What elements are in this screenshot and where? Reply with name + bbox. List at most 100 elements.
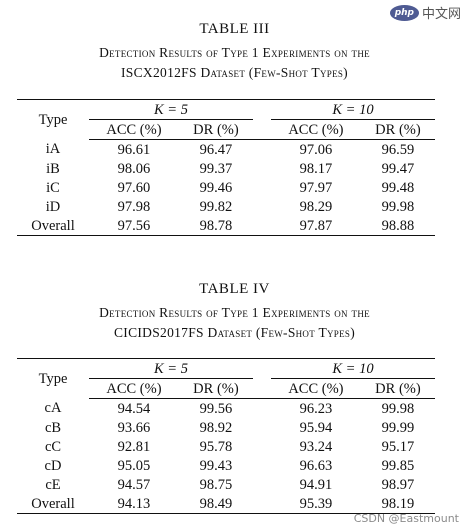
acc-k10-cell: 98.17 (299, 160, 333, 177)
table3-header-row-2: ACC (%) DR (%) ACC (%) DR (%) (17, 119, 435, 140)
table4-label: TABLE IV (199, 281, 270, 297)
row-type: cA (44, 400, 62, 417)
row-type: cE (45, 476, 61, 493)
table-row: Overall 97.56 98.78 97.87 98.88 (17, 216, 435, 236)
php-watermark: php 中文网 (389, 3, 461, 22)
table3-caption: Detection Results of Type 1 Experiments … (0, 43, 469, 83)
acc-k10-cell: 95.39 (270, 494, 361, 514)
acc-k5-cell: 96.61 (117, 141, 151, 158)
table4-caption: Detection Results of Type 1 Experiments … (0, 303, 469, 343)
dr-k5-cell: 98.78 (178, 216, 253, 236)
row-type: iA (45, 141, 61, 158)
dr-k5-cell: 98.49 (178, 494, 253, 514)
dr-k10-cell: 99.47 (381, 160, 415, 177)
table-row: cD 95.05 99.43 96.63 99.85 (17, 456, 435, 475)
acc-k10-cell: 98.29 (299, 198, 333, 215)
table4-acc10-header: ACC (%) (270, 378, 361, 399)
dr-k10-cell: 99.98 (381, 198, 415, 215)
acc-k5-cell: 94.57 (117, 476, 151, 493)
csdn-watermark: CSDN @Eastmount (353, 512, 459, 525)
row-type: cD (44, 457, 62, 474)
table3-title-block: TABLE III (0, 20, 469, 38)
acc-k5-cell: 92.81 (117, 438, 151, 455)
table-row: cE 94.57 98.75 94.91 98.97 (17, 475, 435, 494)
acc-k5-cell: 93.66 (117, 419, 151, 436)
dr-k10-cell: 99.48 (381, 179, 415, 196)
table3-type-header: Type (17, 99, 89, 140)
acc-k10-cell: 97.87 (270, 216, 361, 236)
table-row: cC 92.81 95.78 93.24 95.17 (17, 437, 435, 456)
acc-k10-cell: 97.06 (299, 141, 333, 158)
table3-dr5-header: DR (%) (178, 119, 253, 140)
table4: Type K = 5 K = 10 ACC (%) DR (%) ACC (%)… (17, 358, 435, 514)
dr-k10-cell: 99.99 (381, 419, 415, 436)
dr-k5-cell: 99.37 (199, 160, 233, 177)
row-type: Overall (17, 494, 89, 514)
table-row: iA 96.61 96.47 97.06 96.59 (17, 140, 435, 160)
row-type: iC (46, 179, 60, 196)
table3-label: TABLE III (199, 21, 270, 37)
table-row: iB 98.06 99.37 98.17 99.47 (17, 159, 435, 178)
acc-k5-cell: 98.06 (117, 160, 151, 177)
table4-type-header: Type (17, 358, 89, 399)
acc-k5-cell: 97.56 (89, 216, 179, 236)
table3-acc5-header: ACC (%) (89, 119, 179, 140)
table3-dataset: ISCX2012FS (121, 65, 197, 80)
acc-k10-cell: 96.23 (299, 400, 333, 417)
table-row: iC 97.60 99.46 97.97 99.48 (17, 178, 435, 197)
table-row: iD 97.98 99.82 98.29 99.98 (17, 197, 435, 216)
dr-k10-cell: 98.88 (360, 216, 435, 236)
dr-k10-cell: 95.17 (381, 438, 415, 455)
table3-k5-header: K = 5 (89, 99, 253, 120)
table4-acc5-header: ACC (%) (89, 378, 179, 399)
row-type: Overall (17, 216, 89, 236)
table-row: cA 94.54 99.56 96.23 99.98 (17, 399, 435, 419)
table4-dr10-header: DR (%) (360, 378, 435, 399)
row-type: cC (44, 438, 62, 455)
acc-k10-cell: 95.94 (299, 419, 333, 436)
dr-k5-cell: 99.82 (199, 198, 233, 215)
table3-header-row-1: Type K = 5 K = 10 (17, 99, 435, 140)
dr-k5-cell: 99.56 (199, 400, 233, 417)
dr-k5-cell: 95.78 (199, 438, 233, 455)
acc-k10-cell: 96.63 (299, 457, 333, 474)
table3-dr10-header: DR (%) (360, 119, 435, 140)
dr-k10-cell: 98.19 (360, 494, 435, 514)
acc-k10-cell: 94.91 (299, 476, 333, 493)
table-row: Overall 94.13 98.49 95.39 98.19 (17, 494, 435, 514)
table4-header-row-2: ACC (%) DR (%) ACC (%) DR (%) (17, 378, 435, 399)
table4-dr5-header: DR (%) (178, 378, 253, 399)
dr-k5-cell: 96.47 (199, 141, 233, 158)
dr-k5-cell: 99.43 (199, 457, 233, 474)
dr-k5-cell: 98.75 (199, 476, 233, 493)
php-watermark-text: 中文网 (421, 7, 461, 22)
acc-k5-cell: 97.60 (117, 179, 151, 196)
table3-acc10-header: ACC (%) (270, 119, 361, 140)
table4-k10-header: K = 10 (270, 358, 435, 379)
row-type: iD (45, 198, 61, 215)
dr-k10-cell: 96.59 (381, 141, 415, 158)
acc-k5-cell: 94.54 (117, 400, 151, 417)
acc-k10-cell: 93.24 (299, 438, 333, 455)
table3: Type K = 5 K = 10 ACC (%) DR (%) ACC (%)… (17, 99, 435, 236)
table-row: cB 93.66 98.92 95.94 99.99 (17, 418, 435, 437)
dr-k10-cell: 99.85 (381, 457, 415, 474)
dr-k5-cell: 98.92 (199, 419, 233, 436)
dr-k10-cell: 99.98 (381, 400, 415, 417)
acc-k10-cell: 97.97 (299, 179, 333, 196)
table4-caption-line1: Detection Results of Type 1 Experiments … (99, 305, 370, 320)
table3-caption-line2: Dataset (Few-Shot Types) (200, 65, 348, 80)
table4-caption-line2: Dataset (Few-Shot Types) (207, 325, 356, 340)
table4-header-row-1: Type K = 5 K = 10 (17, 358, 435, 399)
acc-k5-cell: 95.05 (117, 457, 151, 474)
acc-k5-cell: 94.13 (89, 494, 179, 514)
dr-k5-cell: 99.46 (199, 179, 233, 196)
table4-k5-header: K = 5 (89, 358, 253, 379)
table3-caption-line1: Detection Results of Type 1 Experiments … (99, 45, 370, 60)
row-type: cB (44, 419, 62, 436)
acc-k5-cell: 97.98 (117, 198, 151, 215)
php-logo-icon: php (389, 4, 419, 21)
table4-title-block: TABLE IV (0, 280, 469, 298)
table4-dataset: CICIDS2017FS (113, 325, 204, 340)
table3-k10-header: K = 10 (270, 99, 435, 120)
